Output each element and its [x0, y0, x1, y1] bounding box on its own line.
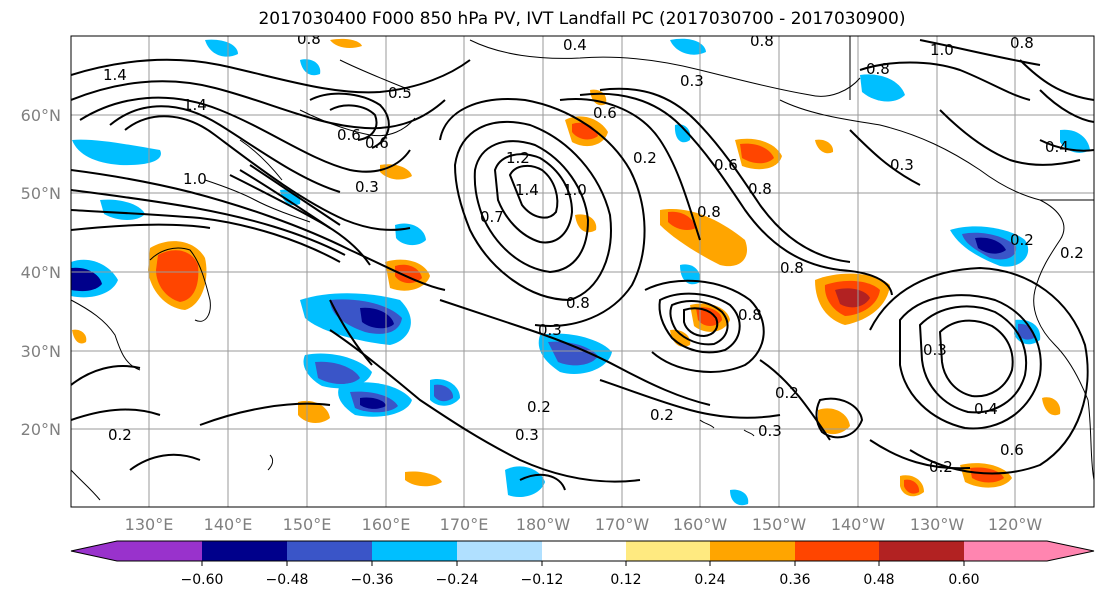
lat-label: 40°N [21, 263, 61, 282]
contour-label: 0.8 [1010, 34, 1034, 52]
colorbar-segment [795, 541, 879, 561]
contour-label: 0.2 [527, 398, 551, 416]
lon-label: 130°W [910, 515, 965, 534]
lat-label: 30°N [21, 342, 61, 361]
shaded-anomalies [71, 38, 1090, 506]
contour-label: 0.2 [1060, 244, 1084, 262]
colorbar-label: 0.36 [779, 572, 810, 588]
colorbar-segment [626, 541, 710, 561]
lat-label: 50°N [21, 184, 61, 203]
contour-label: 0.2 [633, 149, 657, 167]
pv-contours [71, 39, 1094, 491]
map-frame [70, 35, 1095, 508]
lon-label: 170°E [440, 515, 489, 534]
contour-label: 0.3 [758, 422, 782, 440]
colorbar-segment [202, 541, 287, 561]
map-title: 2017030400 F000 850 hPa PV, IVT Landfall… [258, 9, 905, 29]
contour-label: 0.6 [593, 104, 617, 122]
map-panel: 1.4 1.4 1.0 0.6 0.8 0.5 0.6 0.3 0.4 0.8 … [71, 30, 1094, 507]
colorbar-label: −0.60 [181, 572, 224, 588]
contour-label: 0.3 [680, 72, 704, 90]
colorbar-segment [117, 541, 202, 561]
lat-label: 60°N [21, 106, 61, 125]
contour-label: 0.3 [515, 426, 539, 444]
colorbar-label: −0.12 [521, 572, 564, 588]
lon-label: 140°E [204, 515, 253, 534]
coastlines [71, 36, 1094, 501]
contour-label: 0.8 [697, 203, 721, 221]
contour-label: 0.4 [1045, 138, 1069, 156]
contour-labels: 1.4 1.4 1.0 0.6 0.8 0.5 0.6 0.3 0.4 0.8 … [103, 30, 1084, 476]
contour-label: 0.8 [750, 32, 774, 50]
lat-label: 20°N [21, 420, 61, 439]
colorbar-label: 0.60 [948, 572, 979, 588]
contour-label: 0.6 [1000, 441, 1024, 459]
latitude-labels: 60°N 50°N 40°N 30°N 20°N [21, 106, 61, 439]
colorbar-segment [710, 541, 795, 561]
contour-label: 0.3 [538, 321, 562, 339]
colorbar-label: 0.24 [694, 572, 725, 588]
lon-label: 180°W [516, 515, 571, 534]
contour-label: 0.8 [566, 294, 590, 312]
colorbar-outline [70, 540, 1095, 562]
contour-label: 0.3 [923, 341, 947, 359]
contour-label: 1.0 [563, 181, 587, 199]
contour-label: 1.4 [103, 66, 127, 84]
colorbar-segment [287, 541, 372, 561]
contour-label: 0.8 [780, 259, 804, 277]
contour-label: 0.2 [775, 384, 799, 402]
colorbar-label: −0.36 [351, 572, 394, 588]
colorbar-segment [372, 541, 457, 561]
contour-label: 0.6 [365, 134, 389, 152]
lon-label: 160°E [362, 515, 411, 534]
contour-label: 0.3 [890, 156, 914, 174]
colorbar-segment [964, 541, 1048, 561]
contour-label: 0.2 [929, 458, 953, 476]
contour-label: 1.4 [183, 96, 207, 114]
contour-label: 0.8 [738, 306, 762, 324]
contour-label: 1.0 [930, 41, 954, 59]
colorbar-segment [542, 541, 626, 561]
colorbar-extend-max [1047, 541, 1094, 561]
contour-label: 0.4 [974, 400, 998, 418]
colorbar-label: −0.48 [266, 572, 309, 588]
lon-label: 120°W [988, 515, 1043, 534]
colorbar-extend-min [71, 541, 118, 561]
contour-label: 0.2 [650, 406, 674, 424]
contour-label: 0.7 [480, 208, 504, 226]
contour-label: 0.6 [337, 126, 361, 144]
lon-label: 130°E [125, 515, 174, 534]
contour-label: 0.4 [563, 36, 587, 54]
colorbar-label: −0.24 [436, 572, 479, 588]
lon-label: 170°W [595, 515, 650, 534]
contour-label: 0.8 [866, 60, 890, 78]
lon-label: 150°W [752, 515, 807, 534]
contour-label: 0.8 [748, 180, 772, 198]
contour-label: 1.0 [183, 170, 207, 188]
contour-label: 0.5 [388, 84, 412, 102]
contour-label: 0.2 [108, 426, 132, 444]
longitude-labels: 130°E 140°E 150°E 160°E 170°E 180°W 170°… [125, 515, 1043, 534]
contour-label: 1.2 [506, 149, 530, 167]
colorbar: −0.60 −0.48 −0.36 −0.24 −0.12 0.12 0.24 … [70, 540, 1095, 588]
contour-label: 1.4 [515, 181, 539, 199]
contour-label: 0.8 [297, 30, 321, 48]
contour-label: 0.6 [714, 156, 738, 174]
colorbar-segment [457, 541, 542, 561]
contour-label: 0.2 [1010, 231, 1034, 249]
lon-label: 160°W [673, 515, 728, 534]
lon-label: 150°E [283, 515, 332, 534]
colorbar-segment [879, 541, 964, 561]
colorbar-label: 0.12 [610, 572, 641, 588]
contour-label: 0.3 [355, 178, 379, 196]
lon-label: 140°W [831, 515, 886, 534]
colorbar-label: 0.48 [863, 572, 894, 588]
